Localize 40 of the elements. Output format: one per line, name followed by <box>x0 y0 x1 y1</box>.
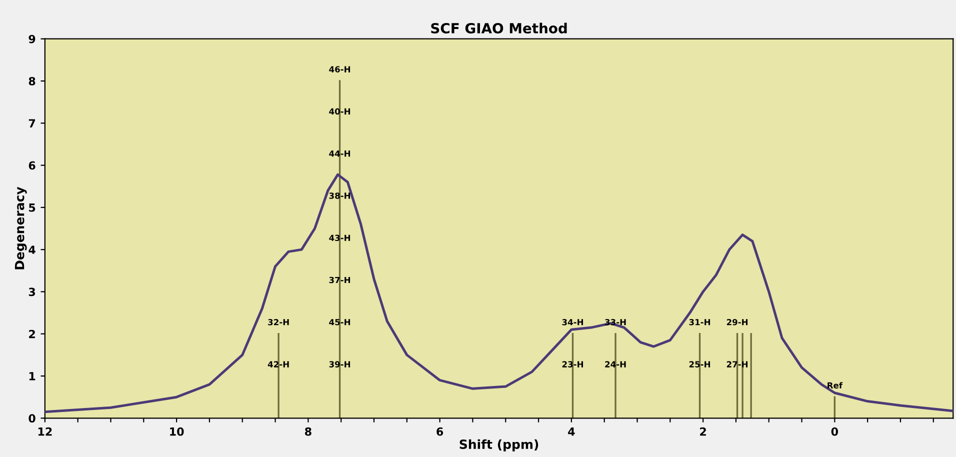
y-tick-label: 5 <box>29 204 36 212</box>
annotation: 31-H <box>689 319 710 326</box>
annotation: Ref <box>828 382 843 389</box>
y-tick-label: 8 <box>28 76 36 86</box>
x-tick-label: 6 <box>436 427 444 436</box>
annotation: 33-H <box>605 319 626 326</box>
annotation: 39-H <box>329 361 350 368</box>
y-tick-label: 1 <box>29 372 36 380</box>
y-tick-label: 0 <box>28 414 36 423</box>
y-tick-label: 7 <box>28 119 36 128</box>
x-tick-label: 0 <box>831 427 838 436</box>
x-tick-label: 12 <box>38 427 52 436</box>
y-tick-label: 4 <box>28 246 36 254</box>
x-tick-label: 8 <box>304 427 312 436</box>
chart-title: SCF GIAO Method <box>431 22 567 34</box>
y-axis-title: Degeneracy <box>14 186 27 270</box>
y-tick-label: 6 <box>28 161 36 170</box>
annotation: 25-H <box>689 361 710 368</box>
line-series <box>44 173 954 414</box>
annotation: 34-H <box>562 319 583 326</box>
annotation: 45-H <box>329 319 350 326</box>
annotation: 46-H <box>329 66 350 72</box>
annotation: 27-H <box>726 361 748 368</box>
annotation: 40-H <box>329 108 350 115</box>
x-tick-label: 2 <box>700 427 706 436</box>
annotation: 32-H <box>268 319 289 326</box>
annotation: 24-H <box>605 361 626 368</box>
x-tick-label: 4 <box>568 428 575 436</box>
y-tick-label: 2 <box>29 330 35 338</box>
y-tick-label: 3 <box>28 288 36 296</box>
x-tick-label: 10 <box>170 427 184 436</box>
annotation: 38-H <box>329 192 350 199</box>
annotation: 42-H <box>268 361 289 368</box>
y-tick-label: 9 <box>28 34 36 44</box>
annotation: 43-H <box>329 234 350 242</box>
annotation: 29-H <box>726 319 748 326</box>
x-axis-title: Shift (ppm) <box>460 439 538 452</box>
annotation: 23-H <box>562 361 583 368</box>
annotation: 37-H <box>329 276 350 284</box>
annotation: 44-H <box>329 150 350 157</box>
